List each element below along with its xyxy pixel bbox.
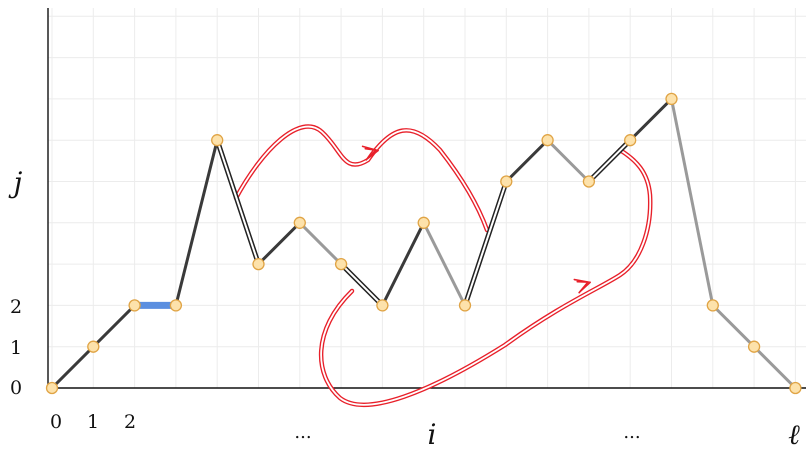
path-edges [50,97,797,390]
arrow-upper-head [361,145,379,161]
x-tick-1: 1 [87,411,99,433]
path-edge-light [422,221,467,307]
path-node [417,216,430,229]
recursion-arrows [233,124,653,408]
path-edge-dark [380,221,426,307]
path-edge-light [711,303,756,349]
path-node [500,175,513,188]
path-edge-light [546,138,591,183]
arrow-upper [233,124,490,233]
path-edge-light [298,221,343,266]
path-node [252,257,265,271]
path-node [624,134,637,147]
path-node [582,175,596,188]
path-node [87,340,100,353]
x-ellipsis-left: ... [294,422,311,443]
x-variable-label: i [428,418,437,450]
path-edge-dark [174,138,219,307]
path-node [169,299,183,312]
x-ellipsis-right: ... [623,422,640,443]
path-node [747,340,761,353]
path-edge-dark [50,345,95,390]
path-edge-dark [91,303,137,349]
x-tick-0: 0 [50,411,62,433]
path-node [334,257,348,271]
arrow-lower [319,147,653,408]
path-edge-dark [504,138,550,183]
x-tick-2: 2 [124,411,136,433]
path-node [128,299,141,312]
y-variable-label: j [8,166,23,199]
path-node [665,92,678,106]
arrow-upper-inner [235,125,488,231]
y-tick-0: 0 [10,377,22,399]
path-edge-double-inner [588,139,631,183]
path-edge-light [670,97,715,307]
arrow-lower-inner [320,149,652,406]
y-tick-1: 1 [10,337,22,359]
path-node [376,299,389,312]
arrow-upper-head-barb-inner [364,147,379,160]
arrow-lower-head [573,278,592,294]
path-node [211,134,224,147]
path-nodes [45,92,802,395]
path-edge-double-inner [216,139,260,265]
arrow-lower-head-barb-inner [576,280,592,292]
y-tick-2: 2 [10,296,22,318]
path-edge-double-inner [340,263,384,307]
path-node [541,134,554,147]
path-node [458,299,472,312]
path-node [293,216,306,229]
path-edge-dark [628,97,673,142]
path-node [706,299,719,312]
path-edge-double-inner [464,181,508,306]
path-edge-dark [257,221,302,266]
path-edge-light [752,345,797,390]
path-node [789,381,802,395]
x-end-label: ℓ [788,418,800,450]
path-node [45,381,59,395]
